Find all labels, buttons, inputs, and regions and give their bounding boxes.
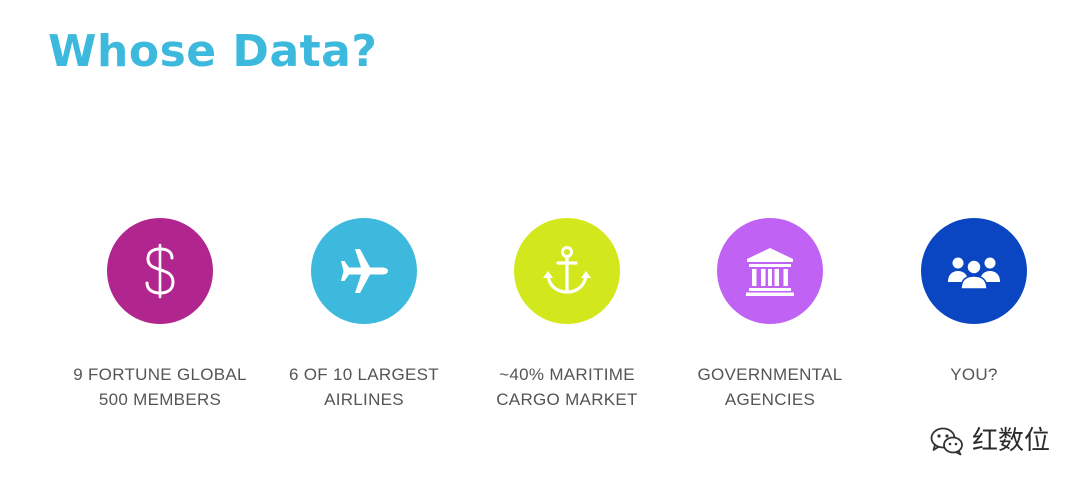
stat-card-government: GOVERNMENTAL AGENCIES bbox=[660, 218, 880, 412]
anchor-icon bbox=[543, 246, 591, 294]
wechat-logo-icon bbox=[930, 427, 963, 456]
people-circle bbox=[921, 218, 1027, 324]
stat-caption: ~40% MARITIME CARGO MARKET bbox=[457, 362, 677, 412]
anchor-circle bbox=[514, 218, 620, 324]
caption-line-1: 6 OF 10 LARGEST bbox=[289, 365, 439, 384]
caption-line-2: AGENCIES bbox=[724, 390, 816, 409]
caption-line-1: GOVERNMENTAL bbox=[697, 365, 843, 384]
caption-line-1: ~40% MARITIME bbox=[499, 365, 635, 384]
government-circle bbox=[717, 218, 823, 324]
dollar-circle bbox=[107, 218, 213, 324]
stat-caption: 6 OF 10 LARGEST AIRLINES bbox=[254, 362, 474, 412]
caption-line-1: 9 FORTUNE GLOBAL bbox=[73, 365, 247, 384]
dollar-sign-icon bbox=[145, 243, 175, 299]
stat-caption: YOU? bbox=[864, 362, 1080, 387]
caption-line-2: CARGO MARKET bbox=[496, 390, 638, 409]
stat-card-airlines: 6 OF 10 LARGEST AIRLINES bbox=[254, 218, 474, 412]
slide-title: Whose Data? bbox=[48, 26, 378, 77]
stat-caption: GOVERNMENTAL AGENCIES bbox=[660, 362, 880, 412]
caption-line-1: YOU? bbox=[950, 365, 998, 384]
government-building-icon bbox=[746, 248, 794, 296]
watermark-text: 红数位 bbox=[971, 426, 1050, 456]
stat-card-you: YOU? bbox=[864, 218, 1080, 387]
stat-card-maritime: ~40% MARITIME CARGO MARKET bbox=[457, 218, 677, 412]
stat-card-fortune-members: 9 FORTUNE GLOBAL 500 MEMBERS bbox=[50, 218, 270, 412]
airplane-circle bbox=[311, 218, 417, 324]
airplane-icon bbox=[341, 249, 388, 293]
watermark: 红数位 bbox=[930, 424, 1050, 458]
caption-line-2: 500 MEMBERS bbox=[98, 390, 222, 409]
group-of-people-icon bbox=[948, 257, 1000, 290]
caption-line-2: AIRLINES bbox=[324, 390, 404, 409]
stat-caption: 9 FORTUNE GLOBAL 500 MEMBERS bbox=[50, 362, 270, 412]
